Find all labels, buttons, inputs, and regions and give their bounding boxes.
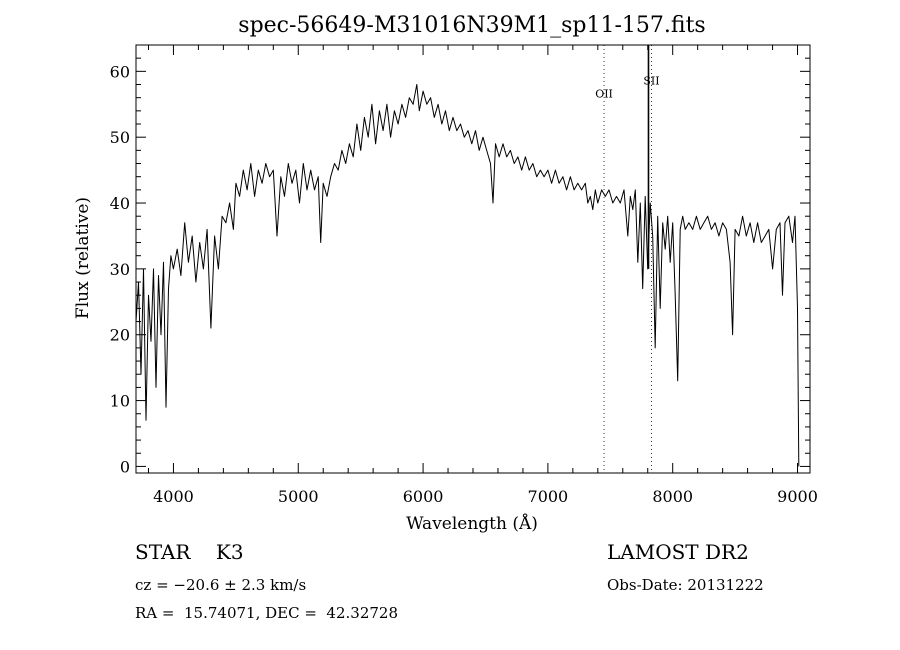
x-tick-label: 4000: [153, 487, 194, 506]
x-tick-label: 7000: [528, 487, 569, 506]
object-class-label: STAR K3: [135, 540, 244, 564]
x-axis-label: Wavelength (Å): [406, 513, 538, 534]
plot-frame: [135, 44, 811, 474]
y-tick-label: 20: [110, 326, 130, 345]
y-tick-label: 60: [110, 62, 130, 81]
y-tick-label: 40: [110, 194, 130, 213]
survey-label: LAMOST DR2: [607, 540, 749, 564]
tick-labels: 4000 5000 6000 7000 8000 9000 0 10 20 30 40 50 60: [110, 62, 818, 506]
y-axis-label: Flux (relative): [73, 197, 93, 319]
x-tick-label: 5000: [278, 487, 319, 506]
coordinates-label: RA = 15.74071, DEC = 42.32728: [135, 604, 399, 622]
line-markers: OII SII: [595, 45, 660, 473]
chart-title: spec-56649-M31016N39M1_sp11-157.fits: [238, 13, 705, 38]
plot-axes: [135, 44, 811, 474]
spectrum-series-line: [135, 84, 800, 467]
y-tick-label: 50: [110, 128, 130, 147]
line-marker-label: OII: [595, 88, 613, 101]
x-tick-label: 9000: [777, 487, 818, 506]
y-tick-label: 0: [120, 457, 130, 476]
series-layer: [135, 84, 800, 467]
y-tick-label: 30: [110, 260, 130, 279]
x-tick-label: 6000: [403, 487, 444, 506]
redshift-velocity-label: cz = −20.6 ± 2.3 km/s: [135, 576, 307, 594]
line-marker-label: SII: [643, 75, 659, 88]
y-tick-label: 10: [110, 392, 130, 411]
obs-date-label: Obs-Date: 20131222: [607, 576, 764, 594]
axis-ticks: [136, 44, 810, 473]
x-tick-label: 8000: [652, 487, 693, 506]
